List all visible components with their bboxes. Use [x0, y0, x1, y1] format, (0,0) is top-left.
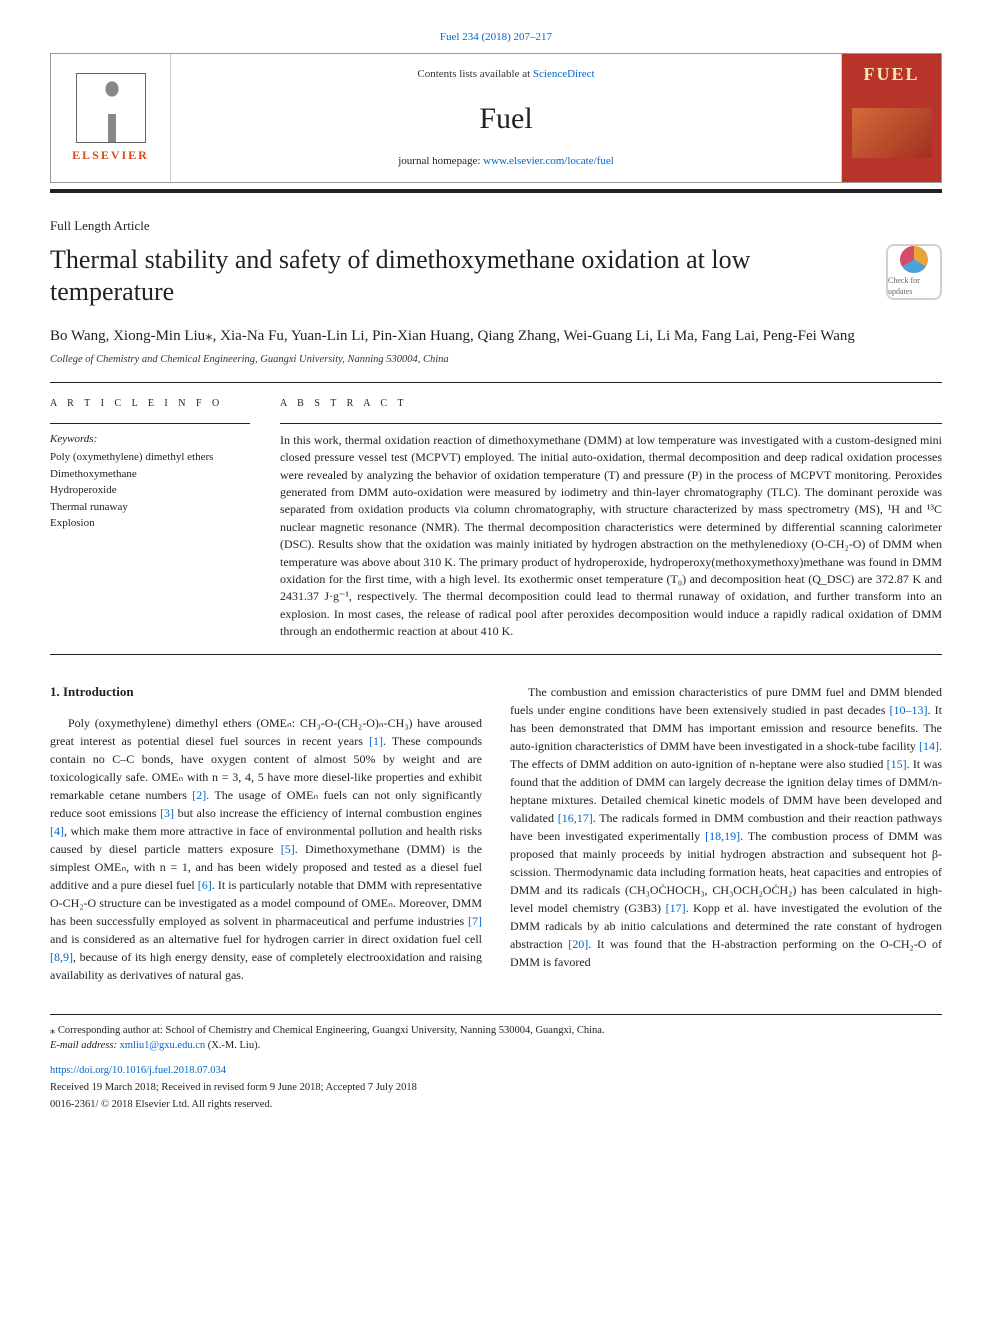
crossmark-icon — [900, 246, 928, 274]
section-heading: 1. Introduction — [50, 683, 482, 701]
article-type: Full Length Article — [50, 217, 942, 235]
updates-label: Check for updates — [888, 275, 940, 297]
email-suffix: (X.-M. Liu). — [205, 1040, 260, 1051]
info-head: A R T I C L E I N F O — [50, 397, 250, 411]
keywords-label: Keywords: — [50, 432, 250, 447]
keywords-list: Poly (oxymethylene) dimethyl ethers Dime… — [50, 449, 250, 532]
abstract-text: In this work, thermal oxidation reaction… — [280, 432, 942, 641]
journal-header: ELSEVIER Contents lists available at Sci… — [50, 53, 942, 183]
doi: https://doi.org/10.1016/j.fuel.2018.07.0… — [50, 1064, 942, 1079]
sciencedirect-link[interactable]: ScienceDirect — [533, 68, 595, 80]
doi-link[interactable]: https://doi.org/10.1016/j.fuel.2018.07.0… — [50, 1065, 226, 1076]
info-abstract-row: A R T I C L E I N F O Keywords: Poly (ox… — [50, 397, 942, 641]
cover-title: FUEL — [863, 62, 919, 87]
copyright-line: 0016-2361/ © 2018 Elsevier Ltd. All righ… — [50, 1098, 942, 1113]
title-row: Thermal stability and safety of dimethox… — [50, 244, 942, 309]
contents-prefix: Contents lists available at — [417, 68, 532, 80]
authors: Bo Wang, Xiong-Min Liu⁎, Xia-Na Fu, Yuan… — [50, 325, 942, 348]
corresponding-author: ⁎ Corresponding author at: School of Che… — [50, 1023, 942, 1039]
keyword: Dimethoxymethane — [50, 466, 250, 483]
email-link[interactable]: xmliu1@gxu.edu.cn — [120, 1040, 206, 1051]
keyword: Thermal runaway — [50, 499, 250, 516]
body-paragraph: Poly (oxymethylene) dimethyl ethers (OME… — [50, 714, 482, 984]
rule-top — [50, 382, 942, 383]
header-center: Contents lists available at ScienceDirec… — [171, 54, 841, 182]
affiliation: College of Chemistry and Chemical Engine… — [50, 353, 942, 368]
article-title: Thermal stability and safety of dimethox… — [50, 244, 866, 309]
abstract-rule — [280, 423, 942, 424]
email-line: E-mail address: xmliu1@gxu.edu.cn (X.-M.… — [50, 1038, 942, 1054]
email-label: E-mail address: — [50, 1040, 120, 1051]
check-updates-badge[interactable]: Check for updates — [886, 244, 942, 300]
elsevier-tree-icon — [76, 73, 146, 143]
abstract-head: A B S T R A C T — [280, 397, 942, 411]
article-info: A R T I C L E I N F O Keywords: Poly (ox… — [50, 397, 250, 641]
keyword: Poly (oxymethylene) dimethyl ethers — [50, 449, 250, 466]
journal-homepage: journal homepage: www.elsevier.com/locat… — [398, 154, 614, 169]
body-paragraph: The combustion and emission characterist… — [510, 683, 942, 971]
homepage-link[interactable]: www.elsevier.com/locate/fuel — [483, 155, 614, 167]
contents-line: Contents lists available at ScienceDirec… — [417, 67, 594, 82]
journal-reference: Fuel 234 (2018) 207–217 — [50, 30, 942, 45]
body-columns: 1. Introduction Poly (oxymethylene) dime… — [50, 683, 942, 983]
info-rule — [50, 423, 250, 424]
journal-cover: FUEL — [841, 54, 941, 182]
homepage-prefix: journal homepage: — [398, 155, 483, 167]
corresponding-footnote: ⁎ Corresponding author at: School of Che… — [50, 1023, 942, 1055]
footer-rule — [50, 1014, 942, 1015]
rule-bottom — [50, 654, 942, 655]
abstract: A B S T R A C T In this work, thermal ox… — [280, 397, 942, 641]
publisher-logo: ELSEVIER — [51, 54, 171, 182]
journal-name: Fuel — [479, 98, 532, 140]
header-rule — [50, 189, 942, 193]
cover-image-icon — [852, 108, 932, 158]
keyword: Explosion — [50, 515, 250, 532]
keyword: Hydroperoxide — [50, 482, 250, 499]
publisher-name: ELSEVIER — [72, 147, 149, 164]
received-line: Received 19 March 2018; Received in revi… — [50, 1081, 942, 1096]
